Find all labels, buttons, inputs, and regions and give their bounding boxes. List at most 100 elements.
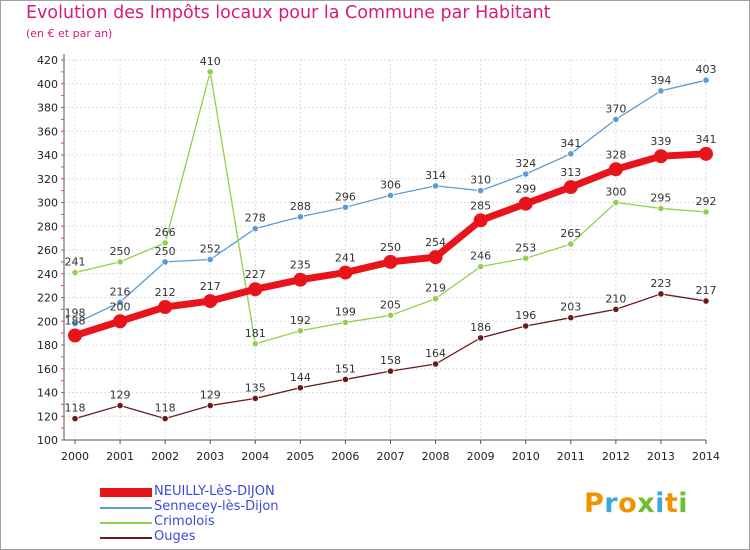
data-label: 306 [380, 178, 401, 191]
logo-letter: i [655, 488, 665, 519]
legend-label: Sennecey-lès-Dijon [154, 499, 279, 514]
data-point [338, 265, 353, 280]
data-label: 300 [605, 186, 626, 199]
data-label: 219 [425, 282, 446, 295]
data-point [116, 258, 124, 266]
y-tick-label: 180 [37, 339, 58, 352]
data-label: 203 [560, 301, 581, 314]
data-label: 223 [650, 277, 671, 290]
proxiti-logo: Proxiti [584, 488, 688, 519]
data-point [203, 294, 218, 309]
data-label: 135 [245, 381, 266, 394]
x-tick-label: 2012 [602, 450, 630, 463]
legend-swatch [100, 488, 152, 497]
data-label: 339 [650, 135, 671, 148]
series-1 [71, 76, 710, 328]
y-tick-label: 380 [37, 102, 58, 115]
data-point [296, 384, 304, 392]
x-tick-label: 2003 [196, 450, 224, 463]
y-tick-label: 220 [37, 292, 58, 305]
x-tick-label: 2001 [106, 450, 134, 463]
data-point [341, 318, 350, 327]
data-point [428, 250, 443, 265]
y-tick-label: 120 [37, 410, 58, 423]
data-point [116, 298, 124, 306]
data-label: 196 [515, 309, 536, 322]
data-point [158, 300, 173, 314]
data-point [653, 149, 668, 164]
data-point [567, 150, 575, 158]
data-labels: 188 200 212 217 227 235 241 250 254 285 299 313 328 3… [65, 55, 717, 415]
y-tick-label: 240 [37, 268, 58, 281]
data-point [522, 170, 530, 178]
x-tick-label: 2009 [467, 450, 495, 463]
series-3 [71, 290, 710, 423]
chart-subtitle: (en € et par an) [26, 27, 113, 40]
legend-swatch [100, 537, 152, 539]
series-lines [68, 68, 713, 423]
data-point [296, 213, 304, 221]
data-label: 324 [515, 157, 536, 170]
data-label: 241 [335, 252, 356, 265]
data-point [116, 401, 124, 410]
legend-swatch [100, 507, 152, 509]
data-label: 394 [650, 74, 671, 87]
data-point [71, 320, 79, 328]
data-point [71, 415, 79, 423]
data-point [206, 255, 214, 264]
data-label: 199 [335, 305, 356, 318]
data-label: 295 [650, 191, 671, 204]
y-tick-label: 400 [37, 78, 58, 91]
data-point [113, 314, 128, 329]
data-label: 151 [335, 362, 356, 375]
data-label: 118 [155, 402, 176, 415]
y-tick-label: 160 [37, 363, 58, 376]
data-label: 200 [110, 300, 131, 313]
data-label: 129 [110, 389, 131, 402]
data-point [386, 367, 395, 375]
data-point [383, 254, 398, 269]
data-point [473, 213, 488, 228]
data-label: 265 [560, 227, 581, 240]
x-tick-label: 2005 [286, 450, 314, 463]
x-tick-label: 2002 [151, 450, 179, 463]
y-tick-label: 320 [37, 173, 58, 186]
x-tick-label: 2008 [422, 450, 450, 463]
series-0 [68, 146, 713, 343]
x-tick-label: 2013 [647, 450, 675, 463]
data-label: 198 [65, 307, 86, 320]
legend-swatch [100, 522, 152, 524]
data-label: 217 [696, 284, 717, 297]
data-point [248, 282, 263, 297]
data-label: 403 [696, 63, 717, 76]
data-label: 186 [470, 321, 491, 334]
data-point [206, 401, 214, 410]
data-label: 144 [290, 371, 311, 384]
data-label: 188 [65, 315, 86, 328]
data-label: 250 [380, 241, 401, 254]
data-label: 118 [65, 402, 86, 415]
y-tick-label: 420 [37, 54, 58, 67]
data-label: 164 [425, 347, 446, 360]
data-label: 158 [380, 354, 401, 367]
data-point [612, 305, 620, 313]
data-label: 310 [470, 174, 491, 187]
data-label: 292 [696, 195, 717, 208]
logo-letter: P [584, 488, 605, 519]
data-label: 205 [380, 298, 401, 311]
data-point [612, 198, 620, 207]
data-point [341, 375, 350, 384]
data-point [477, 334, 485, 342]
data-point [71, 268, 79, 277]
data-point [251, 225, 259, 233]
y-tick-label: 300 [37, 197, 58, 210]
logo-letter: i [678, 488, 689, 519]
data-label: 246 [470, 250, 491, 263]
legend-item: Sennecey-lès-Dijon [100, 499, 360, 515]
data-point [251, 394, 259, 403]
data-label: 299 [515, 183, 536, 196]
data-point [657, 204, 665, 213]
data-point [251, 340, 259, 348]
